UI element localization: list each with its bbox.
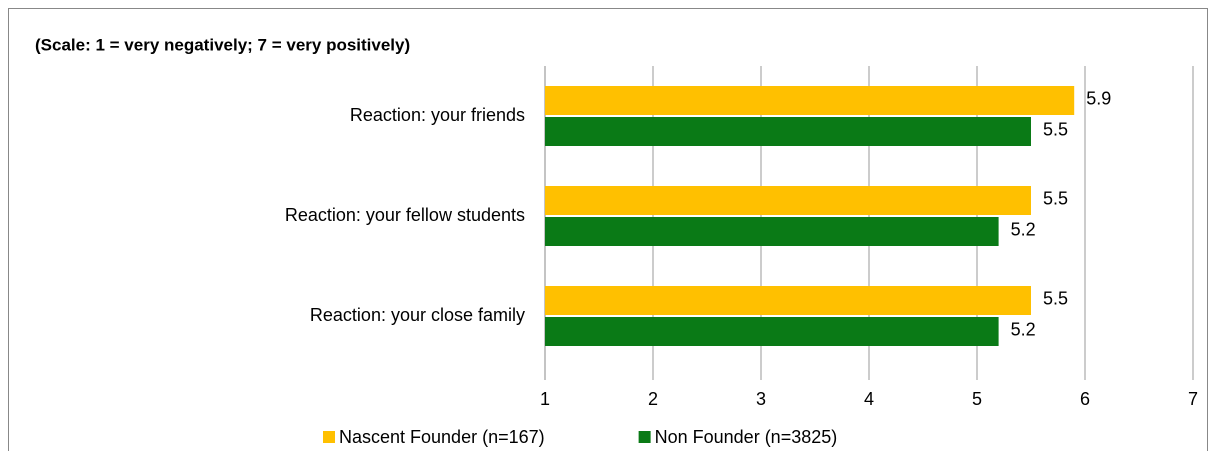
x-tick-label: 4 [864, 389, 874, 409]
bar [545, 186, 1031, 215]
data-label: 5.5 [1043, 188, 1068, 208]
data-label: 5.5 [1043, 119, 1068, 139]
legend-swatch [638, 431, 651, 443]
x-tick-label: 1 [540, 389, 550, 409]
bar [545, 317, 999, 346]
legend-swatch [323, 431, 335, 443]
x-tick-label: 5 [972, 389, 982, 409]
x-tick-label: 6 [1080, 389, 1090, 409]
data-label: 5.2 [1011, 319, 1036, 339]
y-tick-label: Reaction: your close family [310, 305, 525, 325]
y-tick-label: Reaction: your fellow students [285, 205, 525, 225]
bar [545, 86, 1075, 115]
data-label: 5.9 [1086, 88, 1111, 108]
data-label: 5.2 [1011, 219, 1036, 239]
bar [545, 286, 1031, 315]
legend-label: Nascent Founder (n=167) [339, 427, 545, 447]
data-label: 5.5 [1043, 288, 1068, 308]
bar [545, 217, 999, 246]
y-tick-label: Reaction: your friends [350, 105, 525, 125]
legend-label: Non Founder (n=3825) [655, 427, 838, 447]
bar [545, 117, 1031, 146]
x-tick-label: 2 [648, 389, 658, 409]
x-tick-label: 3 [756, 389, 766, 409]
x-tick-label: 7 [1188, 389, 1198, 409]
chart-title: (Scale: 1 = very negatively; 7 = very po… [35, 35, 410, 54]
